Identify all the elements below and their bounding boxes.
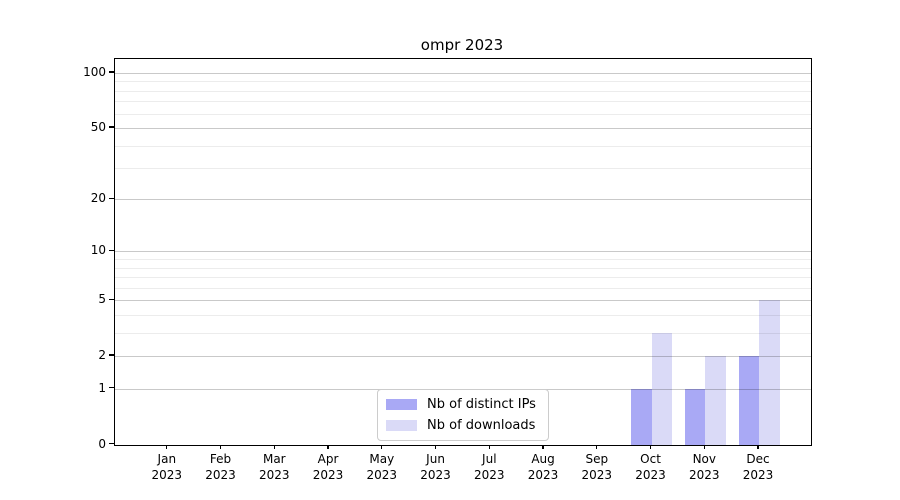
gridline-major-100	[115, 72, 811, 74]
x-tick-month: Aug	[531, 452, 555, 466]
x-tick-year: 2023	[527, 467, 559, 482]
y-tick-label-2: 2	[98, 348, 106, 363]
bar-dec-downloads	[759, 300, 780, 445]
x-tick-label-oct: Oct 2023	[621, 452, 681, 483]
x-tick-month: Jan	[157, 452, 177, 466]
x-tick-month: Jun	[426, 452, 445, 466]
x-tick-label-nov: Nov 2023	[674, 452, 734, 483]
y-tick-label-1: 1	[98, 380, 106, 395]
x-tick-year: 2023	[366, 467, 398, 482]
y-tick-label-100: 100	[83, 64, 106, 79]
x-tick-mark-dec	[757, 444, 759, 450]
x-tick-mark-jul	[488, 444, 490, 450]
x-tick-label-aug: Aug 2023	[513, 452, 573, 483]
x-tick-month: May	[369, 452, 395, 466]
y-tick-mark-1	[109, 387, 114, 389]
gridline-minor-80	[115, 90, 811, 92]
y-tick-mark-20	[109, 197, 114, 200]
x-tick-mark-apr	[327, 444, 329, 450]
x-tick-year: 2023	[689, 467, 720, 482]
gridline-major-5	[115, 300, 811, 302]
gridline-minor-6	[115, 287, 811, 289]
x-tick-label-may: May 2023	[352, 452, 412, 483]
gridline-major-10	[115, 251, 811, 253]
gridline-minor-9	[115, 259, 811, 261]
gridline-major-20	[115, 199, 811, 201]
y-tick-label-5: 5	[98, 292, 106, 307]
plot-area	[114, 57, 812, 446]
gridline-minor-30	[115, 168, 811, 170]
x-tick-mark-jan	[166, 444, 168, 450]
x-tick-year: 2023	[312, 467, 344, 482]
legend-label-downloads: Nb of downloads	[427, 417, 536, 433]
gridline-minor-8	[115, 267, 811, 269]
x-tick-label-jul: Jul 2023	[459, 452, 519, 483]
y-tick-mark-100	[109, 71, 114, 73]
y-tick-mark-5	[109, 298, 114, 300]
legend-swatch-distinct-ips	[386, 399, 417, 410]
bar-dec-distinct-ips	[738, 356, 760, 445]
legend-label-distinct-ips: Nb of distinct IPs	[427, 396, 536, 412]
x-tick-mark-nov	[703, 444, 705, 450]
legend: Nb of distinct IPs Nb of downloads	[377, 389, 549, 441]
x-tick-mark-oct	[649, 444, 652, 450]
x-tick-month: Mar	[262, 452, 286, 466]
x-tick-mark-sep	[596, 444, 598, 450]
x-tick-month: Feb	[209, 452, 232, 466]
gridline-major-2	[115, 356, 811, 358]
y-tick-mark-50	[109, 126, 114, 128]
x-tick-label-feb: Feb 2023	[191, 452, 251, 483]
y-tick-label-50: 50	[90, 119, 106, 134]
x-tick-label-sep: Sep 2023	[567, 452, 627, 483]
x-tick-month: Apr	[317, 452, 339, 466]
gridline-minor-40	[115, 145, 811, 147]
x-tick-year: 2023	[151, 467, 183, 482]
x-tick-month: Nov	[692, 452, 716, 466]
x-tick-label-apr: Apr 2023	[298, 452, 358, 483]
y-tick-label-10: 10	[90, 243, 106, 258]
gridline-minor-3	[115, 332, 811, 334]
legend-swatch-downloads	[386, 420, 417, 431]
y-tick-mark-2	[109, 354, 114, 356]
x-tick-label-jan: Jan 2023	[137, 452, 197, 483]
x-tick-year: 2023	[635, 467, 666, 482]
bar-oct-distinct-ips	[631, 388, 652, 445]
x-tick-year: 2023	[205, 467, 236, 482]
x-tick-mark-may	[381, 444, 383, 450]
x-tick-mark-aug	[542, 444, 544, 450]
x-tick-month: Sep	[585, 452, 609, 466]
legend-item-downloads: Nb of downloads	[386, 418, 540, 434]
gridline-minor-7	[115, 277, 811, 279]
x-tick-month: Oct	[640, 452, 661, 466]
x-tick-label-dec: Dec 2023	[728, 452, 788, 483]
bar-nov-downloads	[705, 356, 726, 445]
x-tick-year: 2023	[742, 467, 774, 482]
legend-item-distinct-ips: Nb of distinct IPs	[386, 397, 540, 413]
x-tick-year: 2023	[259, 467, 290, 482]
gridline-major-50	[115, 127, 811, 129]
x-tick-year: 2023	[581, 467, 613, 482]
y-tick-label-20: 20	[90, 191, 106, 206]
x-tick-mark-feb	[219, 444, 222, 450]
x-tick-label-mar: Mar 2023	[244, 452, 304, 483]
x-tick-month: Jul	[482, 452, 497, 466]
gridline-minor-90	[115, 81, 811, 83]
x-tick-mark-mar	[273, 444, 275, 450]
y-tick-mark-10	[109, 249, 114, 252]
x-tick-year: 2023	[474, 467, 505, 482]
gridline-minor-60	[115, 113, 811, 115]
x-tick-mark-jun	[434, 444, 437, 450]
x-tick-year: 2023	[420, 467, 451, 482]
bar-oct-downloads	[651, 332, 673, 445]
x-tick-month: Dec	[746, 452, 770, 466]
y-tick-label-0: 0	[98, 436, 106, 451]
gridline-minor-4	[115, 314, 811, 316]
bar-nov-distinct-ips	[684, 388, 706, 445]
x-tick-label-jun: Jun 2023	[406, 452, 466, 483]
chart-title: ompr 2023	[420, 36, 504, 54]
y-tick-mark-0	[109, 442, 114, 445]
gridline-minor-70	[115, 101, 811, 103]
